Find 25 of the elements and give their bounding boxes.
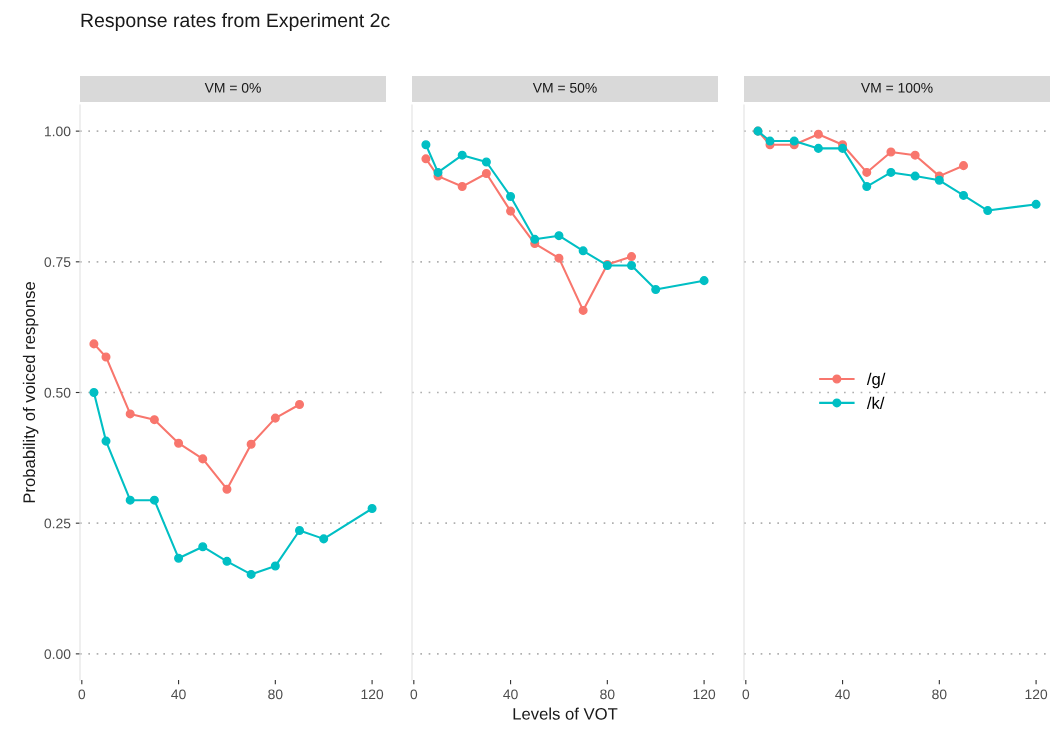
- x-tick-label: 120: [1025, 689, 1048, 700]
- x-tick-label: 120: [361, 689, 384, 700]
- chart-title: VM = 0%: [204, 82, 261, 93]
- x-tick-label: 80: [932, 689, 947, 700]
- chart-title: VM = 50%: [532, 82, 597, 93]
- x-tick-label: 0: [410, 689, 418, 700]
- x-tick-label: 80: [600, 689, 615, 700]
- y-tick-label: 0.75: [44, 257, 71, 267]
- y-tick-label: 0.00: [44, 649, 71, 660]
- y-tick-label: 1.00: [45, 126, 71, 137]
- x-tick-label: 120: [693, 689, 716, 700]
- x-tick-label: 40: [503, 689, 518, 700]
- chart-title: VM = 100%: [860, 82, 933, 93]
- x-tick-label: 40: [835, 689, 850, 700]
- y-tick-label: 0.50: [44, 387, 71, 398]
- y-tick-label: 0.25: [44, 518, 71, 529]
- legend-label: /k/: [866, 396, 885, 409]
- x-tick-label: 40: [171, 689, 186, 700]
- text: Response rates from Experiment 2c: [81, 12, 390, 32]
- y-axis-title: Probability of voiced response: [22, 282, 39, 503]
- x-axis-title: Levels of VOT: [513, 707, 618, 720]
- x-tick-label: 0: [742, 689, 750, 700]
- x-tick-label: 0: [78, 689, 86, 700]
- x-tick-label: 80: [268, 689, 283, 700]
- legend-label: /g/: [866, 372, 886, 389]
